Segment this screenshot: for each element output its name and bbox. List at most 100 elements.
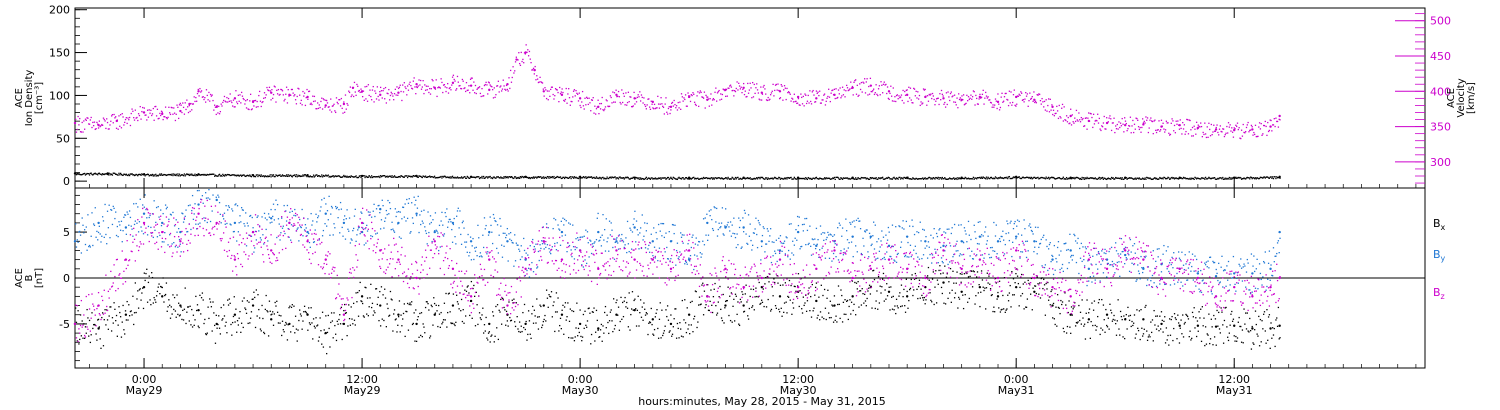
data-dot (1014, 104, 1016, 106)
data-dot (322, 346, 325, 348)
data-dot (1247, 121, 1249, 124)
data-dot (1186, 118, 1188, 121)
data-dot (486, 337, 488, 339)
data-dot (151, 113, 154, 115)
data-dot (181, 212, 183, 214)
data-dot (456, 75, 459, 78)
data-point (515, 58, 518, 61)
data-dot (160, 286, 163, 288)
data-dot (837, 176, 839, 178)
data-dot (480, 95, 482, 98)
data-dot (311, 103, 313, 106)
data-dot (746, 301, 748, 303)
data-dot (921, 294, 923, 297)
data-dot (212, 173, 214, 175)
data-dot (254, 175, 256, 178)
data-dot (1155, 131, 1158, 134)
data-dot (890, 178, 892, 180)
data-dot (338, 318, 340, 321)
data-dot (86, 308, 88, 311)
data-dot (514, 70, 516, 72)
data-dot (1168, 132, 1170, 134)
data-dot (454, 80, 456, 82)
data-dot (657, 178, 659, 180)
data-dot (864, 177, 867, 179)
data-dot (403, 303, 405, 305)
data-dot (423, 175, 425, 178)
data-dot (787, 296, 790, 298)
data-dot (980, 270, 983, 272)
data-dot (1043, 278, 1045, 281)
data-dot (952, 95, 954, 97)
data-dot (550, 177, 552, 179)
data-dot (413, 175, 415, 177)
data-dot (147, 116, 150, 118)
data-dot (420, 176, 423, 178)
data-dot (269, 310, 271, 312)
data-dot (87, 214, 89, 216)
data-dot (523, 303, 526, 306)
data-dot (356, 83, 358, 86)
data-dot (1250, 348, 1253, 350)
data-dot (944, 303, 947, 305)
data-dot (578, 92, 580, 94)
data-dot (450, 176, 452, 178)
data-dot (146, 301, 149, 303)
data-dot (875, 84, 877, 86)
data-dot (1279, 337, 1281, 339)
data-dot (116, 225, 118, 228)
data-dot (268, 300, 271, 302)
data-dot (1178, 342, 1181, 344)
data-dot (129, 124, 132, 127)
data-dot (344, 94, 347, 96)
data-dot (674, 177, 676, 180)
data-dot (504, 88, 506, 91)
data-dot (747, 176, 749, 179)
data-dot (1061, 177, 1064, 180)
data-dot (434, 312, 437, 314)
data-dot (567, 302, 569, 304)
data-dot (825, 177, 827, 179)
data-dot (1089, 177, 1091, 179)
data-dot (607, 321, 609, 324)
data-dot (336, 320, 338, 323)
data-dot (379, 86, 382, 89)
data-dot (1002, 177, 1004, 180)
data-dot (252, 100, 254, 102)
data-point (1014, 285, 1018, 289)
data-dot (1263, 311, 1266, 313)
data-dot (1256, 177, 1258, 179)
data-dot (231, 101, 233, 104)
data-dot (506, 320, 509, 322)
data-dot (998, 103, 1000, 105)
data-dot (965, 177, 967, 179)
data-dot (810, 178, 813, 180)
data-dot (532, 67, 535, 70)
data-dot (209, 93, 212, 96)
data-dot (314, 175, 316, 177)
data-dot (985, 91, 987, 94)
data-dot (794, 177, 796, 180)
data-dot (680, 335, 683, 337)
data-dot (1155, 328, 1158, 330)
data-dot (694, 103, 697, 105)
data-dot (855, 79, 857, 81)
data-dot (263, 175, 265, 177)
data-dot (998, 307, 1000, 309)
data-dot (862, 177, 864, 179)
data-dot (1093, 177, 1096, 180)
data-dot (191, 326, 194, 328)
data-dot (827, 289, 829, 291)
data-dot (692, 92, 694, 94)
data-dot (482, 95, 484, 97)
data-dot (840, 97, 842, 99)
data-dot (930, 93, 932, 95)
data-dot (360, 300, 362, 302)
data-dot (263, 331, 265, 334)
data-dot (892, 177, 894, 179)
data-dot (1180, 177, 1182, 179)
data-dot (918, 279, 921, 281)
data-dot (685, 105, 688, 107)
data-dot (579, 309, 581, 311)
data-dot (721, 93, 724, 96)
